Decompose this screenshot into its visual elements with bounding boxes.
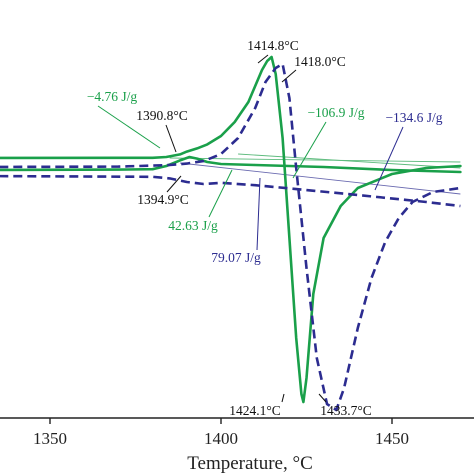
baseline-3 [179,162,461,195]
baseline-2 [238,153,461,169]
annotation-5: −106.9 J/g [307,105,364,120]
leader-line-2 [281,69,297,83]
annotation-6: −134.6 J/g [385,110,442,125]
leader-line-9 [256,177,261,251]
x-tick-label-1450: 1450 [375,429,409,448]
leader-lines-layer [97,54,404,403]
x-tick-label-1350: 1350 [33,429,67,448]
annotation-11: 1433.7°C [320,403,372,418]
dashed-curve-4 [0,174,461,208]
annotation-9: 79.07 J/g [211,250,261,265]
leader-line-10 [281,393,285,403]
annotation-1: 1414.8°C [247,38,299,53]
leader-line-7 [166,175,182,193]
x-tick-label-1400: 1400 [204,429,238,448]
annotation-4: 1390.8°C [136,108,188,123]
leader-line-8 [208,169,233,218]
baseline-1 [169,157,461,163]
leader-line-5 [292,121,327,179]
leader-line-3 [97,105,161,149]
x-axis: 1350 1400 1450 [0,417,474,448]
annotation-7: 1394.9°C [137,192,189,207]
annotation-8: 42.63 J/g [168,218,218,233]
leader-line-6 [374,126,404,191]
leader-line-1 [257,54,269,64]
annotation-10: 1424.1°C [229,403,281,418]
baselines-layer [169,153,461,195]
series-layer [0,55,462,412]
annotation-3: −4.76 J/g [87,89,138,104]
leader-line-4 [165,124,177,153]
x-axis-title: Temperature, °C [187,453,313,474]
dashed-curve-3 [0,62,461,412]
leader-line-11 [318,393,327,403]
annotation-2: 1418.0°C [294,54,346,69]
solid-curve-1 [0,55,462,404]
